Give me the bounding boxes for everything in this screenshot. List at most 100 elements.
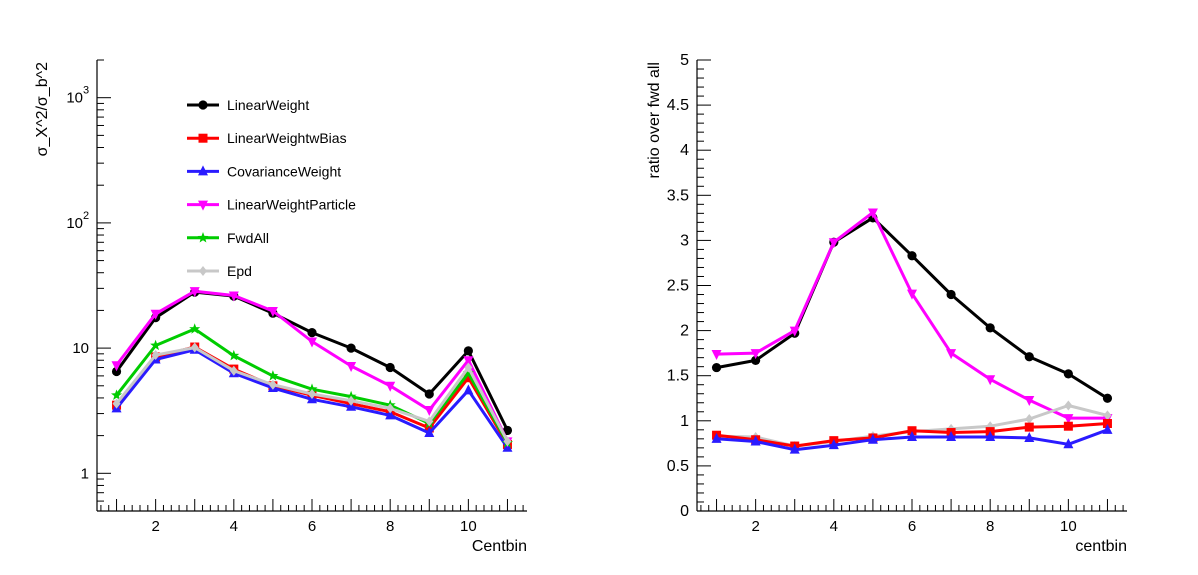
right-x-tick-label: 2 bbox=[751, 518, 759, 535]
right-data-point bbox=[1063, 414, 1074, 425]
right-series-line-1 bbox=[711, 208, 1113, 425]
legend-swatch-marker bbox=[198, 100, 208, 110]
left-x-tick-label: 2 bbox=[151, 518, 159, 535]
left-data-point bbox=[229, 365, 238, 376]
right-data-point bbox=[985, 323, 995, 333]
left-data-point bbox=[112, 398, 121, 409]
right-data-point bbox=[789, 326, 800, 337]
right-data-point bbox=[1024, 431, 1035, 442]
right-series-line-0 bbox=[711, 213, 1113, 403]
right-data-point bbox=[1063, 421, 1073, 431]
legend-swatch-marker bbox=[197, 232, 209, 243]
left-data-point bbox=[502, 425, 513, 436]
left-data-point bbox=[385, 381, 396, 392]
left-data-point bbox=[425, 416, 434, 427]
right-x-tick-label: 4 bbox=[830, 518, 838, 535]
left-data-point bbox=[189, 323, 201, 334]
left-x-tick-label: 6 bbox=[308, 518, 316, 535]
right-chart-panel: 2 4 6 8 10 0 0.5 1 1.5 2 2.5 3 3.5 4 4.5 5 centbin ratio … bbox=[646, 52, 1127, 555]
right-data-point bbox=[946, 349, 957, 360]
left-data-point bbox=[464, 362, 473, 373]
right-data-point bbox=[1024, 422, 1034, 432]
right-data-point bbox=[907, 251, 917, 261]
left-x-tick-label: 4 bbox=[230, 518, 238, 535]
left-data-point bbox=[267, 370, 279, 381]
right-y-tick-label: 1 bbox=[680, 413, 689, 430]
left-data-point bbox=[306, 383, 318, 394]
left-data-point bbox=[463, 346, 473, 356]
left-data-point bbox=[228, 349, 240, 361]
legend-swatch-marker bbox=[198, 133, 208, 143]
legend-label: LinearWeightParticle bbox=[227, 197, 356, 213]
right-data-point bbox=[907, 289, 917, 300]
left-data-point bbox=[150, 339, 162, 351]
left-data-point bbox=[503, 436, 512, 447]
right-data-point bbox=[1102, 423, 1113, 434]
right-y-tick-label: 0 bbox=[680, 503, 689, 520]
left-data-point bbox=[386, 403, 395, 414]
right-y-tick-label: 4.5 bbox=[667, 97, 689, 114]
right-data-point bbox=[907, 426, 917, 436]
right-data-point bbox=[1064, 400, 1073, 411]
legend-label: FwdAll bbox=[227, 230, 269, 246]
left-y-tick-exponent: 3 bbox=[83, 85, 89, 97]
right-data-point bbox=[1024, 352, 1034, 362]
right-series-line-4 bbox=[711, 423, 1113, 454]
left-data-point bbox=[385, 362, 395, 373]
left-y-tick-label: 10 bbox=[66, 215, 83, 232]
right-data-point bbox=[946, 289, 956, 300]
left-data-point bbox=[111, 366, 122, 377]
left-series-epd bbox=[112, 342, 512, 447]
left-data-point bbox=[268, 379, 277, 390]
left-data-point bbox=[385, 409, 396, 420]
left-data-point bbox=[463, 356, 474, 367]
left-data-point bbox=[189, 287, 200, 298]
left-data-point bbox=[150, 309, 161, 320]
right-data-point bbox=[828, 439, 839, 450]
legend-label: LinearWeightwBias bbox=[227, 130, 347, 146]
right-data-point bbox=[985, 431, 996, 442]
right-x-tick-label: 10 bbox=[1060, 518, 1077, 535]
left-series-line bbox=[115, 289, 509, 442]
right-data-point bbox=[828, 238, 839, 249]
left-data-point bbox=[190, 342, 199, 353]
right-y-tick-label: 2 bbox=[680, 323, 689, 340]
right-data-point bbox=[1063, 438, 1074, 449]
left-y-axis-title: σ_X^2/σ_b^2 bbox=[34, 62, 51, 156]
right-data-point bbox=[711, 350, 722, 361]
left-data-point bbox=[346, 400, 357, 411]
left-y-tick-label: 10 bbox=[66, 90, 83, 107]
left-x-tick-label: 10 bbox=[460, 518, 477, 535]
legend-swatch-marker bbox=[198, 200, 208, 211]
right-x-tick-label: 8 bbox=[986, 518, 994, 535]
left-y-tick-exponent: 2 bbox=[83, 210, 89, 222]
legend-swatch-marker bbox=[198, 165, 208, 176]
left-data-point bbox=[463, 384, 474, 395]
right-data-point bbox=[907, 431, 917, 442]
right-series-line bbox=[716, 216, 1109, 400]
right-data-point bbox=[751, 355, 761, 365]
left-data-point bbox=[151, 350, 160, 361]
right-data-point bbox=[1063, 369, 1073, 379]
left-x-tick-label: 8 bbox=[386, 518, 394, 535]
right-data-point bbox=[867, 208, 878, 219]
right-data-point bbox=[1025, 413, 1034, 424]
left-data-point bbox=[462, 367, 474, 378]
right-data-point bbox=[1102, 393, 1113, 403]
right-data-point bbox=[711, 432, 722, 443]
left-data-point bbox=[307, 337, 317, 348]
legend-label: CovarianceWeight bbox=[227, 163, 341, 179]
left-data-point bbox=[308, 388, 316, 399]
left-data-point bbox=[346, 343, 356, 353]
left-data-point bbox=[424, 389, 434, 399]
left-data-point bbox=[346, 361, 357, 372]
left-data-point bbox=[111, 389, 123, 400]
left-series-linearweight bbox=[111, 287, 513, 436]
left-data-point bbox=[424, 406, 435, 417]
right-y-axis-title: ratio over fwd all bbox=[646, 62, 663, 179]
left-series-linearweightparticle bbox=[111, 287, 513, 448]
right-data-point bbox=[750, 435, 761, 446]
right-y-tick-label: 4 bbox=[680, 142, 689, 159]
right-y-tick-label: 2.5 bbox=[667, 278, 689, 295]
